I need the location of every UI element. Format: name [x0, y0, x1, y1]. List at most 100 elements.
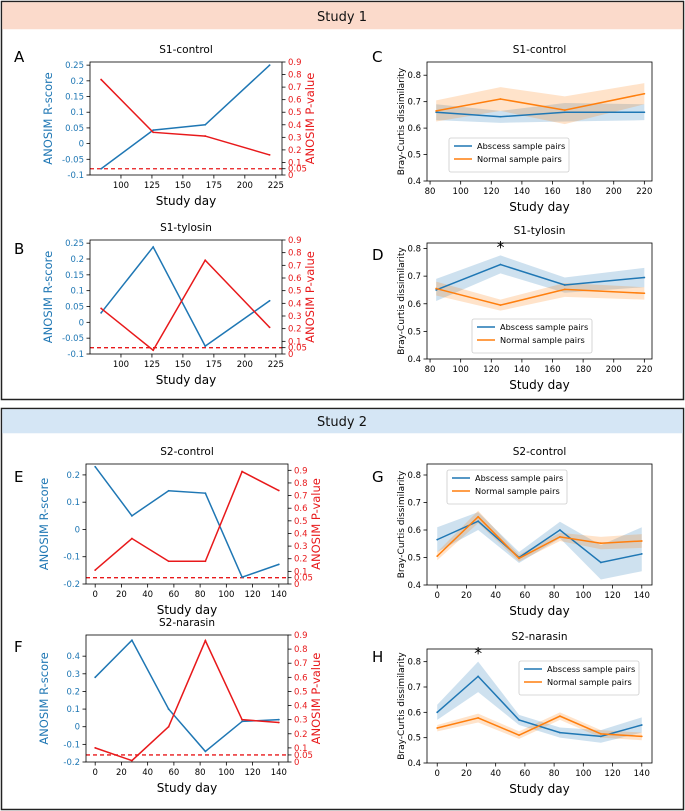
- abscess-ci-band: [437, 661, 642, 743]
- normal-point: [559, 715, 561, 718]
- x-tick-label: 40: [142, 590, 153, 600]
- x-tick-label: 40: [490, 591, 501, 601]
- study1-header: Study 1: [317, 10, 367, 25]
- panel-letter: F: [14, 638, 23, 656]
- y-tick-label: 0.7: [407, 683, 421, 693]
- y-tick-label: 0.25: [65, 239, 84, 249]
- abscess-line: [435, 263, 645, 291]
- normal-point: [477, 515, 480, 518]
- y2-tick-label: 0.7: [294, 659, 308, 669]
- y-tick-label: 0.05: [65, 303, 84, 313]
- y-tick-label: 0.8: [407, 71, 421, 81]
- x-tick-label: 80: [549, 769, 560, 779]
- y-tick-label: 0.1: [66, 705, 80, 715]
- y-axis-label: ANOSIM R-score: [41, 72, 55, 164]
- y2-tick-label: 0.6: [288, 274, 302, 284]
- plot-area: [90, 245, 282, 352]
- r-score-point: [204, 750, 207, 753]
- p-value-point: [131, 537, 133, 540]
- r-score-point: [204, 492, 207, 495]
- plot-area: [435, 83, 646, 125]
- normal-point: [499, 98, 502, 100]
- r-score-line: [100, 64, 271, 170]
- abscess-point: [599, 735, 602, 738]
- x-tick-label: 60: [168, 768, 179, 778]
- x-tick-label: 200: [237, 181, 253, 191]
- y2-axis-label: ANOSIM P-value: [309, 653, 323, 745]
- x-tick-label: 140: [271, 590, 287, 600]
- plot-area: [86, 465, 288, 579]
- y-tick-label: 0.4: [407, 581, 421, 591]
- x-tick-label: 80: [195, 768, 206, 778]
- y2-tick-label: 0: [294, 758, 299, 768]
- y-tick-label: -0.1: [63, 553, 80, 563]
- normal-point: [599, 732, 602, 735]
- legend-label: Normal sample pairs: [500, 335, 585, 345]
- panel-A: A S1-control 100 125 150 175 200 225 Study day -0…: [14, 44, 317, 208]
- y-axis-label: ANOSIM R-score: [37, 478, 51, 570]
- abscess-point: [563, 284, 566, 286]
- y2-tick-label: 0.5: [288, 108, 302, 118]
- panel-letter: G: [372, 468, 384, 486]
- y2-tick-label: 0: [294, 580, 299, 590]
- abscess-point: [640, 724, 643, 726]
- x-tick-label: 0: [435, 769, 440, 779]
- p-value-point: [100, 307, 103, 310]
- y2-tick-label: 0.5: [288, 287, 302, 297]
- x-tick-label: 120: [604, 591, 620, 601]
- x-tick-label: 150: [175, 360, 191, 370]
- y2-tick-label: 0.6: [294, 673, 308, 683]
- x-tick-label: 220: [636, 187, 652, 197]
- y2-tick-label: 0: [288, 171, 293, 181]
- abscess-line: [436, 111, 645, 118]
- plot-area: [435, 255, 646, 311]
- axes-frame: [426, 648, 653, 764]
- r-score-point: [152, 129, 155, 132]
- abscess-ci-band: [437, 512, 642, 580]
- y-axis-label: Bray-Curtis dissimilarity: [397, 652, 407, 760]
- x-tick-label: 140: [271, 768, 287, 778]
- y-tick-label: -0.2: [63, 758, 80, 768]
- normal-ci-band: [437, 510, 642, 562]
- abscess-point: [435, 289, 438, 291]
- p-value-point: [94, 746, 97, 749]
- legend-label: Normal sample pairs: [475, 486, 560, 496]
- y2-tick-label: 0.3: [288, 312, 302, 322]
- legend: Abscess sample pairs Normal sample pairs: [448, 137, 570, 173]
- y-axis-label: Bray-Curtis dissimilarity: [397, 67, 407, 175]
- p-value-point: [277, 489, 280, 492]
- abscess-point: [559, 529, 561, 531]
- abscess-point: [518, 719, 520, 721]
- axes-frame: [85, 463, 289, 585]
- y2-tick-label: 0.5: [294, 517, 308, 527]
- x-tick-label: 60: [519, 769, 530, 779]
- x-tick-label: 100: [218, 768, 234, 778]
- y-tick-label: -0.05: [62, 155, 84, 165]
- panel-E: E S2-control 0 20 40 60 80 100 120 140 Study day -0…: [14, 446, 323, 617]
- x-tick-label: 80: [425, 187, 436, 197]
- chart-title: S2-control: [513, 446, 567, 458]
- abscess-point: [477, 675, 480, 678]
- y-tick-label: 0.4: [66, 652, 80, 662]
- p-value-line: [100, 259, 271, 352]
- p-value-point: [268, 326, 271, 329]
- x-tick-label: 100: [453, 365, 469, 375]
- y-tick-label: 0.25: [65, 61, 84, 71]
- x-tick-label: 180: [575, 365, 591, 375]
- y2-tick-label: 0.9: [288, 236, 302, 246]
- y-tick-label: 0.2: [66, 471, 80, 481]
- x-tick-label: 220: [636, 365, 652, 375]
- y-tick-label: 0: [75, 723, 80, 733]
- normal-point: [643, 292, 646, 295]
- abscess-point: [436, 538, 439, 541]
- normal-ci-band: [436, 83, 645, 125]
- normal-point: [477, 717, 480, 719]
- normal-point: [640, 540, 643, 542]
- legend-box: [448, 137, 570, 173]
- y-tick-label: 0.5: [407, 327, 421, 337]
- x-tick-label: 20: [116, 590, 127, 600]
- significance-star: *: [496, 237, 504, 256]
- legend-box: [446, 469, 568, 505]
- y-tick-label: 0.8: [407, 658, 421, 668]
